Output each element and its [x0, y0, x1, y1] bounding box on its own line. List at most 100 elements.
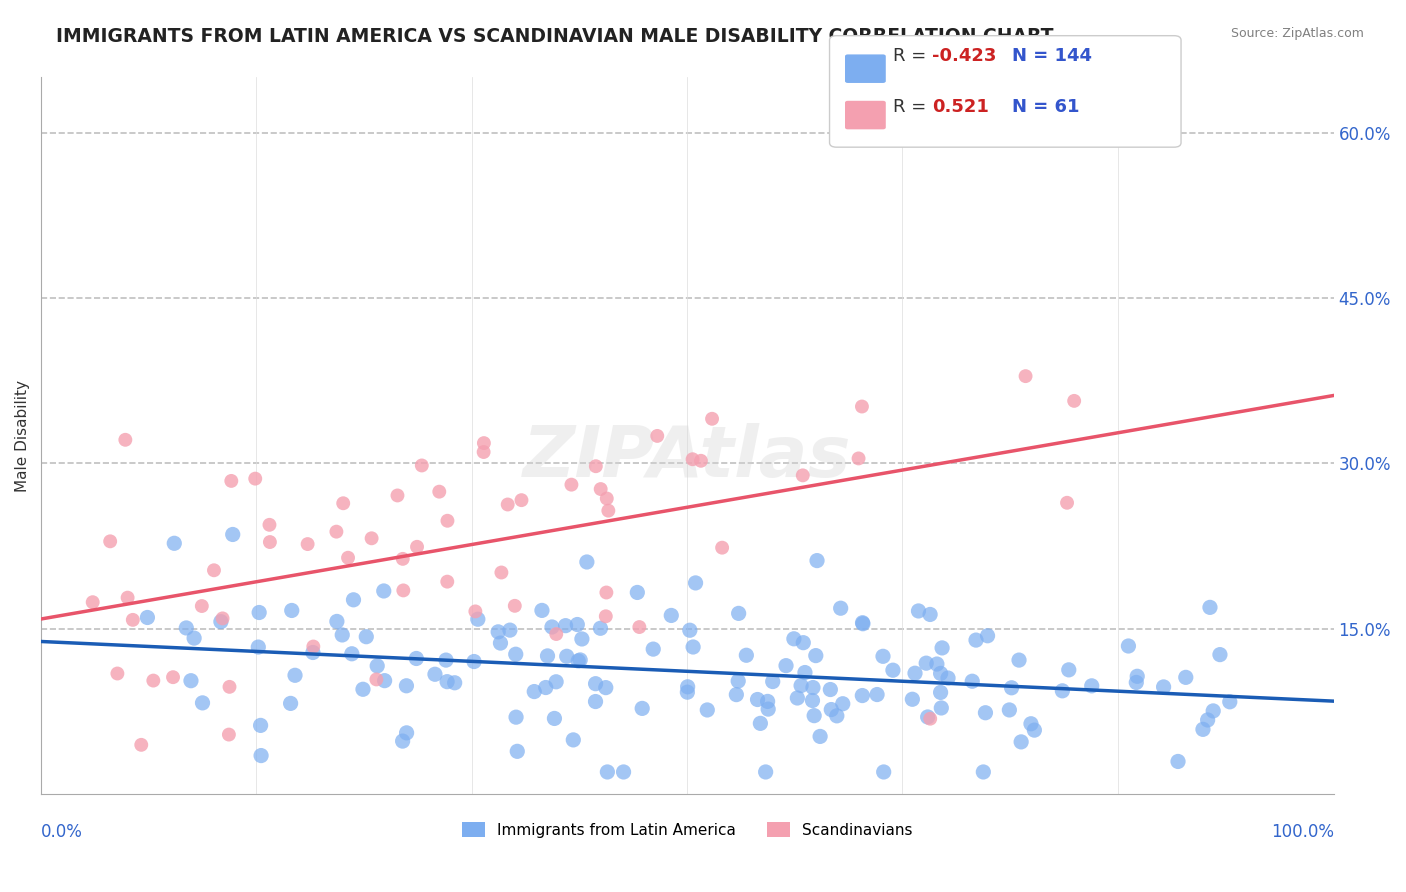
- Point: [1008, 653, 1031, 667]
- Point: [555, 649, 578, 664]
- Point: [804, 648, 827, 663]
- Point: [851, 400, 873, 414]
- Point: [960, 674, 983, 689]
- Point: [974, 706, 997, 720]
- Point: [247, 640, 270, 654]
- Point: [1197, 713, 1219, 727]
- Point: [901, 692, 924, 706]
- Point: [825, 708, 848, 723]
- Point: [794, 665, 817, 680]
- Point: [249, 718, 271, 732]
- Point: [567, 617, 589, 632]
- Point: [506, 744, 529, 758]
- Point: [830, 601, 852, 615]
- Point: [180, 673, 202, 688]
- Point: [360, 531, 382, 545]
- Point: [792, 468, 814, 483]
- Point: [806, 553, 828, 567]
- Point: [790, 679, 813, 693]
- Point: [387, 488, 409, 502]
- Point: [554, 618, 576, 632]
- Point: [612, 764, 634, 779]
- Point: [915, 656, 938, 670]
- Point: [496, 498, 519, 512]
- Point: [920, 607, 942, 622]
- Point: [121, 613, 143, 627]
- Point: [1052, 683, 1074, 698]
- Point: [245, 472, 267, 486]
- Point: [976, 629, 998, 643]
- Point: [436, 514, 458, 528]
- Point: [98, 534, 121, 549]
- Point: [972, 764, 994, 779]
- Point: [534, 681, 557, 695]
- Point: [503, 599, 526, 613]
- Point: [373, 584, 395, 599]
- Point: [332, 496, 354, 510]
- Point: [595, 585, 617, 599]
- Point: [337, 550, 360, 565]
- Point: [1167, 755, 1189, 769]
- Point: [831, 697, 853, 711]
- Point: [685, 575, 707, 590]
- Point: [929, 666, 952, 681]
- Point: [571, 632, 593, 646]
- Point: [808, 730, 831, 744]
- Point: [499, 623, 522, 637]
- Point: [395, 726, 418, 740]
- Point: [117, 591, 139, 605]
- Point: [105, 666, 128, 681]
- Point: [342, 592, 364, 607]
- Point: [546, 627, 568, 641]
- Point: [247, 606, 270, 620]
- Point: [585, 676, 607, 690]
- Point: [546, 674, 568, 689]
- Point: [756, 694, 779, 708]
- Point: [925, 657, 948, 671]
- Point: [436, 674, 458, 689]
- Point: [326, 615, 349, 629]
- Point: [472, 436, 495, 450]
- Point: [929, 701, 952, 715]
- Point: [645, 429, 668, 443]
- Point: [1019, 716, 1042, 731]
- Point: [1024, 723, 1046, 738]
- Point: [696, 703, 718, 717]
- Point: [575, 555, 598, 569]
- Point: [747, 692, 769, 706]
- Point: [803, 708, 825, 723]
- Point: [596, 491, 619, 506]
- Point: [866, 688, 889, 702]
- Point: [936, 671, 959, 685]
- Point: [183, 631, 205, 645]
- Point: [1153, 680, 1175, 694]
- Point: [595, 681, 617, 695]
- Point: [427, 484, 450, 499]
- Point: [209, 615, 232, 629]
- Text: Source: ZipAtlas.com: Source: ZipAtlas.com: [1230, 27, 1364, 40]
- Text: N = 61: N = 61: [1012, 98, 1080, 116]
- Point: [848, 451, 870, 466]
- Point: [882, 663, 904, 677]
- Point: [1126, 669, 1149, 683]
- Point: [411, 458, 433, 473]
- Point: [1209, 648, 1232, 662]
- Point: [436, 574, 458, 589]
- Point: [598, 503, 620, 517]
- Point: [965, 633, 987, 648]
- Point: [536, 648, 558, 663]
- Point: [330, 628, 353, 642]
- Point: [589, 482, 612, 496]
- Point: [129, 738, 152, 752]
- Point: [218, 728, 240, 742]
- Text: ZIPAtlas: ZIPAtlas: [523, 423, 852, 491]
- Point: [725, 688, 748, 702]
- Point: [749, 716, 772, 731]
- Point: [589, 621, 612, 635]
- Point: [1057, 663, 1080, 677]
- Point: [727, 673, 749, 688]
- Point: [820, 702, 842, 716]
- Point: [929, 685, 952, 699]
- Point: [284, 668, 307, 682]
- Text: IMMIGRANTS FROM LATIN AMERICA VS SCANDINAVIAN MALE DISABILITY CORRELATION CHART: IMMIGRANTS FROM LATIN AMERICA VS SCANDIN…: [56, 27, 1053, 45]
